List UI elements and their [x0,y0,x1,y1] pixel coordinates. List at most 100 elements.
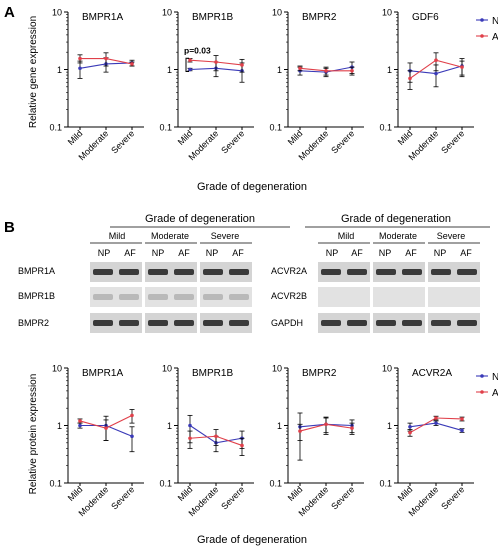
legend: NP AF [476,372,498,399]
blot-left-band [148,269,168,275]
data-point [188,67,192,72]
p-value-annotation: p=0.03 [184,45,211,55]
series-af [297,417,355,441]
x-tick-label: Mild [396,484,415,503]
blot-left-lane-4: AF [178,248,190,258]
panel-b-ylabel: Relative protein expression [28,374,39,495]
x-tick-label: Mild [66,128,85,147]
blot-left-band [148,320,168,326]
legend-marker [480,374,484,378]
legend-marker [480,390,484,394]
data-point [78,56,82,61]
series-np [407,420,465,433]
y-tick-label: 0.1 [379,123,392,133]
blot-right-strip [428,313,480,333]
blot-left-row-2: BMPR1B [18,291,55,301]
x-tick-label: Mild [396,128,415,147]
blot-right-band [347,269,367,275]
blot-left-lane-6: AF [232,248,244,258]
x-tick-label: Severe [109,128,136,155]
blot-left-band [119,269,139,275]
blot-left-row-3: BMPR2 [18,318,49,328]
data-point [408,430,412,435]
data-point [324,68,328,73]
data-point [408,424,412,429]
blot-left-group-3: Severe [211,231,240,241]
x-tick-label: Severe [439,484,466,511]
data-point [188,436,192,441]
blot-right-group-1: Mild [338,231,355,241]
legend-marker [480,18,484,22]
blot-right-band [347,320,367,326]
blot-left-strip [145,262,197,282]
panel-a-letter: A [4,4,15,21]
blot-left-strip [90,262,142,282]
chart-title: BMPR2 [302,12,337,23]
blot-left-band [148,294,168,300]
x-tick-label: Severe [219,484,246,511]
y-tick-label: 0.1 [49,123,62,133]
y-tick-label: 0.1 [159,479,172,489]
blot-left-band [119,294,139,300]
data-point [460,417,464,421]
blot-right-band [376,320,396,326]
chart-title: BMPR1B [192,368,233,379]
blot-left-lane-5: NP [206,248,219,258]
data-point [434,416,438,420]
legend-marker [480,34,484,38]
blot-left-band [174,269,194,275]
series-af [77,409,135,441]
blot-right-strip [373,313,425,333]
y-tick-label: 10 [52,364,62,374]
blot-left-band [229,320,249,326]
blot-left-band [119,320,139,326]
y-tick-label: 1 [387,421,392,431]
blot-left-band [174,320,194,326]
data-point [408,76,412,81]
blot-left-lane-1: NP [98,248,111,258]
series-af [297,65,355,76]
x-tick-label: Mild [176,484,195,503]
legend-label-np: NP [492,372,498,383]
blot-right-row-2: ACVR2B [271,291,307,301]
data-point [434,58,438,63]
x-tick-label: Severe [109,484,136,511]
y-tick-label: 10 [162,364,172,374]
blot-right-header: Grade of degeneration [341,213,451,225]
data-point [298,66,302,71]
data-point [214,60,218,64]
blot-left-band [93,294,113,300]
blot-right-strip [318,287,370,307]
x-tick-label: Mild [66,484,85,503]
chart-title: GDF6 [412,12,439,23]
panel-a-ylabel: Relative gene expression [28,16,39,128]
y-tick-label: 1 [57,65,62,75]
data-point [104,56,108,61]
chart-title: ACVR2A [412,368,452,379]
legend: NP AF [476,16,498,43]
blot-right-strip [428,262,480,282]
data-point [104,426,108,430]
chart-title: BMPR2 [302,368,337,379]
blot-left-strip [145,313,197,333]
y-tick-label: 0.1 [159,123,172,133]
blot-left-strip [90,287,142,307]
x-tick-label: Severe [219,128,246,155]
data-point [240,443,244,448]
blot-right-lane-1: NP [326,248,339,258]
blot-right: Grade of degeneration Mild Moderate Seve… [271,213,490,333]
y-tick-label: 1 [387,65,392,75]
blot-right-band [431,269,451,275]
blot-right-strip [318,313,370,333]
data-point [188,58,192,63]
data-point [434,71,438,76]
data-point [188,423,192,428]
blot-right-band [321,320,341,326]
blot-right-lane-5: NP [434,248,447,258]
blot-left-group-2: Moderate [151,231,189,241]
blot-left-lane-3: NP [152,248,165,258]
